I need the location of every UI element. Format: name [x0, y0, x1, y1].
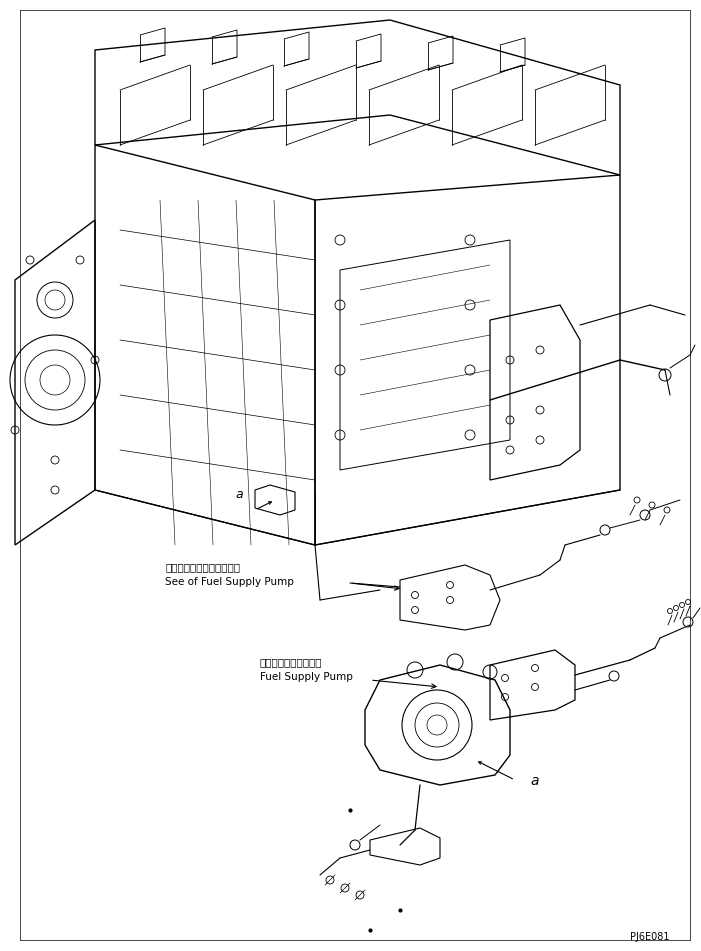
Text: a: a [235, 488, 243, 501]
Text: フェルサプライポンプ参照: フェルサプライポンプ参照 [165, 562, 240, 572]
Text: Fuel Supply Pump: Fuel Supply Pump [260, 672, 353, 682]
Text: See of Fuel Supply Pump: See of Fuel Supply Pump [165, 577, 294, 587]
Text: フェルサプライポンプ: フェルサプライポンプ [260, 657, 322, 667]
Text: a: a [530, 774, 538, 788]
Text: PJ6E081: PJ6E081 [630, 932, 669, 942]
